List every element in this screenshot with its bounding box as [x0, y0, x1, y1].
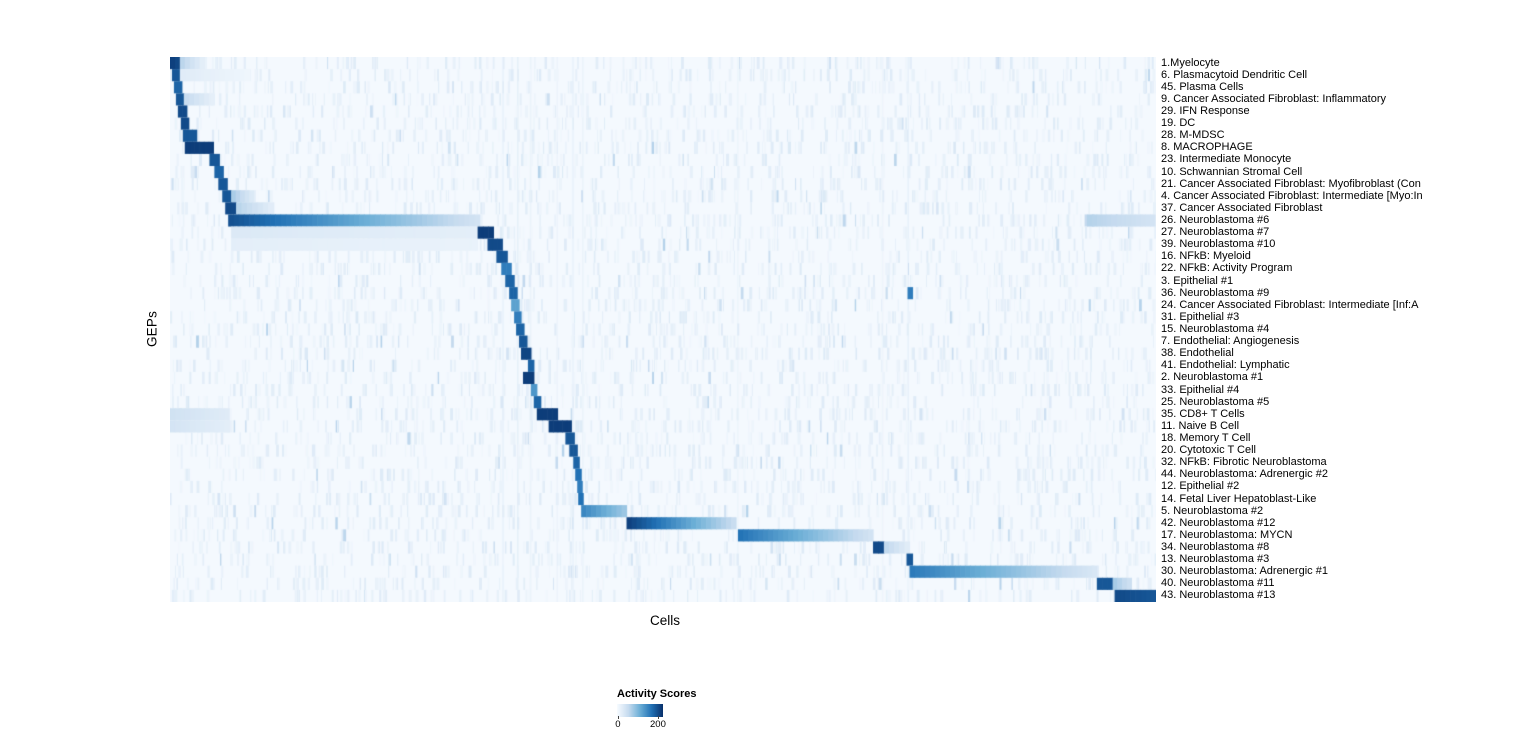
row-label: 28. M-MDSC	[1161, 129, 1225, 142]
row-label: 19. DC	[1161, 117, 1196, 130]
row-label: 24. Cancer Associated Fibroblast: Interm…	[1161, 298, 1419, 311]
row-labels: 1.Myelocyte 6. Plasmacytoid Dendritic Cel…	[1161, 57, 1540, 605]
row-label: 25. Neuroblastoma #5	[1161, 395, 1270, 408]
row-label: 21. Cancer Associated Fibroblast: Myofib…	[1161, 177, 1421, 190]
x-axis-label: Cells	[649, 613, 681, 628]
row-label: 11. Naive B Cell	[1161, 419, 1240, 432]
row-label: 13. Neuroblastoma #3	[1161, 553, 1270, 566]
row-label: 37. Cancer Associated Fibroblast	[1161, 201, 1323, 214]
row-label: 8. MACROPHAGE	[1161, 141, 1253, 154]
heatmap-canvas	[170, 57, 1156, 602]
y-axis-label: GEPs	[144, 310, 160, 348]
row-label: 16. NFkB: Myeloid	[1161, 250, 1251, 263]
row-label: 44. Neuroblastoma: Adrenergic #2	[1161, 468, 1328, 481]
row-label: 26. Neuroblastoma #6	[1161, 214, 1270, 226]
row-label: 1.Myelocyte	[1161, 57, 1220, 69]
row-label: 10. Schwannian Stromal Cell	[1161, 165, 1303, 178]
row-label: 9. Cancer Associated Fibroblast: Inflamm…	[1161, 92, 1386, 105]
row-label: 38. Endothelial	[1161, 347, 1234, 360]
legend: Activity Scores 0 200	[615, 688, 757, 731]
row-label: 12. Epithelial #2	[1161, 480, 1240, 493]
row-label: 35. CD8+ T Cells	[1161, 407, 1245, 420]
row-label: 3. Epithelial #1	[1161, 274, 1234, 287]
row-label: 18. Memory T Cell	[1161, 432, 1251, 444]
legend-tick-max: 200	[650, 719, 666, 730]
row-label: 41. Endothelial: Lymphatic	[1161, 359, 1290, 372]
row-label: 29. IFN Response	[1161, 105, 1250, 117]
row-label: 20. Cytotoxic T Cell	[1161, 444, 1256, 457]
legend-tickmark-min	[617, 716, 619, 719]
row-label: 45. Plasma Cells	[1161, 80, 1244, 93]
row-label: 31. Epithelial #3	[1161, 310, 1240, 323]
row-label: 43. Neuroblastoma #13	[1161, 589, 1276, 602]
row-label: 39. Neuroblastoma #10	[1161, 238, 1276, 251]
row-label: 17. Neuroblastoma: MYCN	[1161, 528, 1293, 541]
row-label: 23. Intermediate Monocyte	[1161, 153, 1292, 166]
legend-tick-min: 0	[615, 719, 621, 730]
row-label: 42. Neuroblastoma #12	[1161, 516, 1276, 529]
row-label: 2. Neuroblastoma #1	[1161, 371, 1264, 384]
row-label: 15. Neuroblastoma #4	[1161, 323, 1270, 335]
row-label: 32. NFkB: Fibrotic Neuroblastoma	[1161, 456, 1327, 469]
legend-title: Activity Scores	[617, 688, 697, 700]
legend-ticks: 0 200	[615, 716, 677, 731]
legend-gradient	[617, 704, 663, 717]
row-label: 22. NFkB: Activity Program	[1161, 262, 1293, 275]
row-label: 40. Neuroblastoma #11	[1161, 577, 1275, 590]
row-label: 34. Neuroblastoma #8	[1161, 541, 1270, 553]
row-label: 14. Fetal Liver Hepatoblast-Like	[1161, 492, 1317, 505]
row-label: 36. Neuroblastoma #9	[1161, 286, 1270, 299]
row-label: 30. Neuroblastoma: Adrenergic #1	[1161, 565, 1328, 578]
row-label: 7. Endothelial: Angiogenesis	[1161, 335, 1300, 348]
legend-tickmark-max	[657, 716, 659, 719]
row-label: 6. Plasmacytoid Dendritic Cell	[1161, 68, 1308, 81]
row-label: 27. Neuroblastoma #7	[1161, 226, 1270, 239]
row-label: 4. Cancer Associated Fibroblast: Interme…	[1161, 189, 1423, 202]
row-label: 5. Neuroblastoma #2	[1161, 504, 1264, 517]
row-label: 33. Epithelial #4	[1161, 383, 1240, 396]
